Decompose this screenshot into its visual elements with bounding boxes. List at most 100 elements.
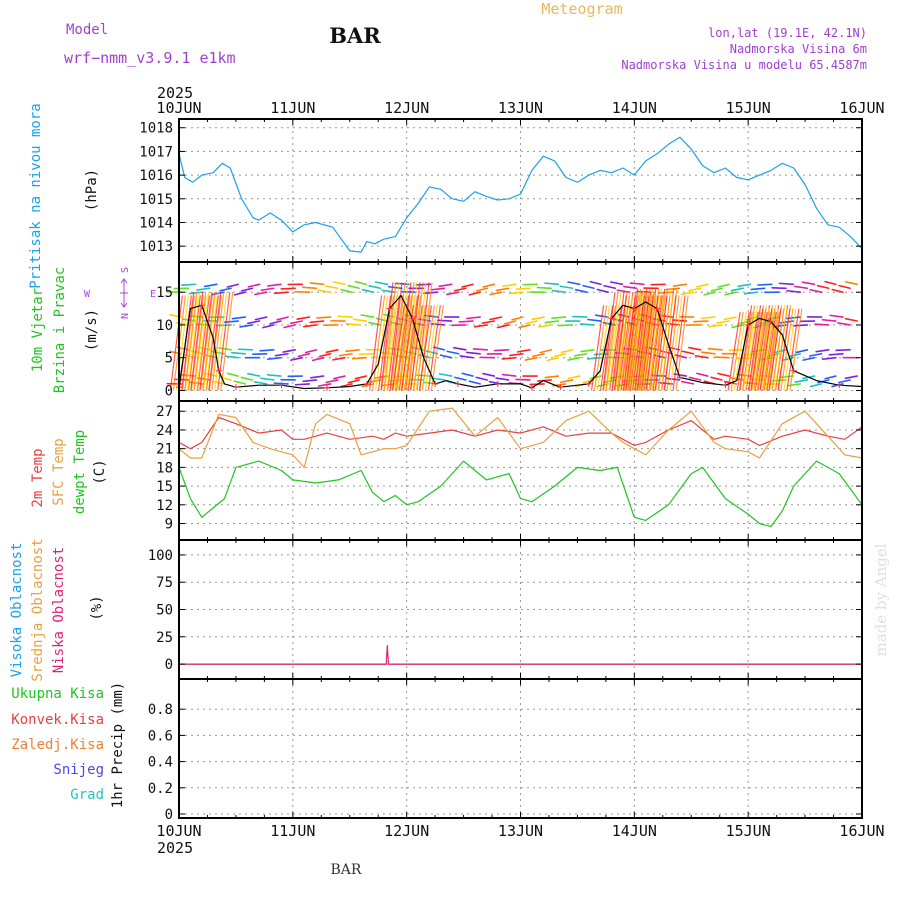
wind-vector-mark — [466, 316, 481, 320]
date-label-top: 12JUN — [384, 99, 429, 117]
wind-gust-mark — [649, 295, 663, 391]
wind-vector-mark — [786, 289, 802, 294]
gust-point — [386, 305, 393, 312]
wind-vector-mark — [824, 280, 837, 286]
wind-vector-mark — [717, 372, 730, 377]
wind-vector-mark — [680, 291, 695, 296]
wind-vector-mark — [501, 356, 517, 360]
wind-gust-mark — [754, 311, 768, 391]
y-tick-label: 9 — [165, 517, 173, 533]
precip-total-label: Ukupna Kisa — [11, 686, 104, 702]
wind-vector-mark — [361, 383, 375, 388]
y-tick-label: 15 — [156, 285, 173, 301]
wind-vector-mark — [304, 349, 318, 354]
wind-gust-mark — [383, 295, 398, 391]
wind-vector-mark — [254, 291, 268, 296]
wind-vector-mark — [223, 320, 239, 323]
gust-point — [631, 305, 638, 312]
wind-vector-mark — [461, 283, 474, 288]
pressure-unit: (hPa) — [84, 169, 100, 211]
station-title: BAR — [329, 23, 381, 48]
wind-vector-mark — [316, 316, 332, 319]
cloud-unit: (%) — [89, 595, 105, 620]
wind-gust-mark — [415, 305, 429, 391]
wind-gust-mark — [608, 305, 623, 391]
wind-vector-mark — [482, 283, 496, 288]
wind-vector-mark — [196, 287, 211, 291]
temperature-panel: 9 12 15 18 21 24 27 — [156, 400, 863, 541]
wind-vector-mark — [415, 283, 432, 286]
wind-gust-mark — [777, 308, 791, 391]
wind-gust-mark — [745, 311, 759, 391]
wind-vector-mark — [473, 324, 489, 328]
wind-vector-mark — [461, 372, 474, 377]
wind-vector-mark — [536, 286, 553, 290]
series-sfc-temp-line — [178, 407, 863, 468]
wind-vector-mark — [283, 324, 296, 329]
wind-vector-mark — [829, 314, 844, 318]
wind-gust-mark — [202, 295, 216, 391]
wind-gust-mark — [652, 295, 666, 391]
wind-unit: (m/s) — [84, 309, 100, 351]
wind-vector-mark — [432, 346, 446, 351]
series-dewpt-temp-line — [178, 460, 863, 528]
wind-gust-mark — [730, 311, 744, 391]
wind-gust-mark — [593, 305, 608, 391]
wind-vector-mark — [710, 376, 723, 381]
pressure-panel: 1013 1014 1015 1016 1017 1018 — [139, 118, 863, 263]
wind-vector-mark — [254, 316, 268, 321]
gust-point — [722, 382, 729, 389]
wind-vector-mark — [844, 317, 858, 322]
gust-point — [790, 367, 797, 374]
wind-vector-mark — [347, 284, 360, 290]
wind-vector-mark — [844, 375, 858, 380]
wind-vector-mark — [361, 288, 375, 294]
wind-vector-mark — [338, 352, 353, 357]
wind-gust-mark — [642, 295, 656, 391]
wind-gust-mark — [184, 292, 198, 391]
model-elevation: Nadmorska Visina u modelu 65.4587m — [621, 58, 867, 72]
wind-gust-mark — [190, 295, 204, 391]
wind-vector-mark — [266, 356, 282, 360]
gust-point — [409, 315, 416, 322]
wind-gust-mark — [181, 295, 195, 391]
wind-gust-mark — [645, 295, 659, 391]
wind-vector-mark — [737, 283, 752, 288]
wind-gust-mark — [611, 292, 625, 391]
compass-n: N — [120, 313, 131, 319]
year-bottom: 2025 — [157, 839, 193, 857]
series-2m-temp-line — [178, 416, 863, 450]
wind-gust-mark — [394, 305, 408, 391]
gust-point — [585, 380, 592, 387]
model-label: Model — [66, 22, 108, 38]
wind-vector-mark — [504, 320, 517, 325]
wind-vector-mark — [710, 287, 723, 292]
wind-vector-mark — [809, 383, 823, 388]
wind-vector-mark — [495, 377, 510, 381]
wind-vector-mark — [551, 316, 567, 319]
wind-vector-mark — [337, 315, 353, 318]
y-tick-label: 50 — [156, 603, 173, 619]
wind-vector-mark — [302, 379, 318, 383]
wind-vector-mark — [352, 318, 368, 322]
wind-vector-mark — [325, 379, 339, 384]
y-tick-label: 5 — [165, 351, 173, 367]
wind-vector-mark — [253, 381, 268, 385]
gust-point — [363, 380, 370, 387]
gust-point — [454, 380, 461, 387]
wind-vector-mark — [681, 380, 695, 385]
wind-vector-mark — [623, 285, 638, 290]
wind-vector-mark — [325, 349, 339, 354]
wind-vector-mark — [551, 289, 567, 294]
wind-title-2: Brzina i Pravac — [52, 267, 68, 393]
wind-vector-mark — [438, 283, 453, 288]
wind-vector-mark — [325, 285, 339, 290]
wind-vector-mark — [708, 324, 723, 328]
wind-vector-mark — [475, 376, 489, 381]
wind-vector-mark — [538, 324, 553, 328]
wind-vector-mark — [459, 355, 474, 359]
wind-gust-mark — [766, 311, 780, 391]
wind-gust-mark — [430, 305, 444, 391]
wind-gust-mark — [768, 308, 782, 391]
wind-vector-mark — [724, 291, 738, 296]
